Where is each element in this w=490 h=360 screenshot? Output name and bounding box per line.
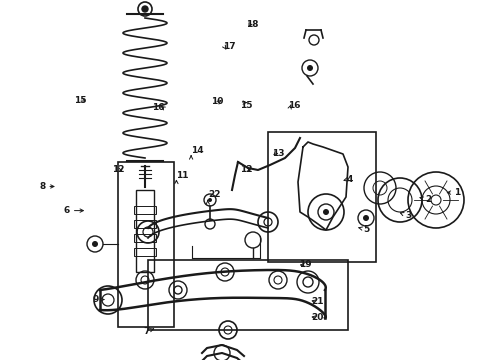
Text: 19: 19 [299, 260, 312, 269]
Text: 11: 11 [176, 171, 189, 180]
Text: 6: 6 [64, 206, 70, 215]
Text: 5: 5 [364, 225, 370, 234]
Text: 9: 9 [92, 295, 98, 304]
Text: 2: 2 [425, 195, 431, 204]
Text: 21: 21 [311, 297, 323, 306]
Text: 13: 13 [271, 148, 284, 158]
Text: 20: 20 [311, 313, 323, 322]
Text: 3: 3 [405, 211, 412, 220]
Bar [134, 234, 156, 242]
Circle shape [363, 215, 369, 221]
Circle shape [307, 65, 313, 71]
Text: 15: 15 [74, 96, 87, 105]
Bar [268, 132, 376, 262]
Bar [134, 248, 156, 256]
Text: 1: 1 [454, 188, 461, 197]
Text: 12: 12 [112, 165, 124, 174]
Circle shape [142, 6, 148, 12]
Text: 16: 16 [288, 101, 301, 110]
Bar [148, 260, 348, 330]
Text: 14: 14 [191, 146, 204, 155]
Text: 15: 15 [240, 100, 253, 109]
Text: 16: 16 [152, 104, 165, 112]
Bar [118, 162, 174, 327]
Circle shape [208, 198, 212, 202]
Bar [134, 220, 156, 228]
Text: 18: 18 [246, 20, 259, 29]
Bar [136, 190, 154, 272]
Text: 22: 22 [208, 190, 220, 199]
Circle shape [323, 209, 329, 215]
Text: 4: 4 [346, 175, 353, 184]
Text: 7: 7 [143, 327, 149, 336]
Circle shape [92, 241, 98, 247]
Text: 17: 17 [222, 42, 235, 51]
Bar [134, 206, 156, 214]
Text: 10: 10 [211, 97, 223, 106]
Text: 12: 12 [240, 165, 253, 174]
Text: 8: 8 [39, 182, 46, 191]
